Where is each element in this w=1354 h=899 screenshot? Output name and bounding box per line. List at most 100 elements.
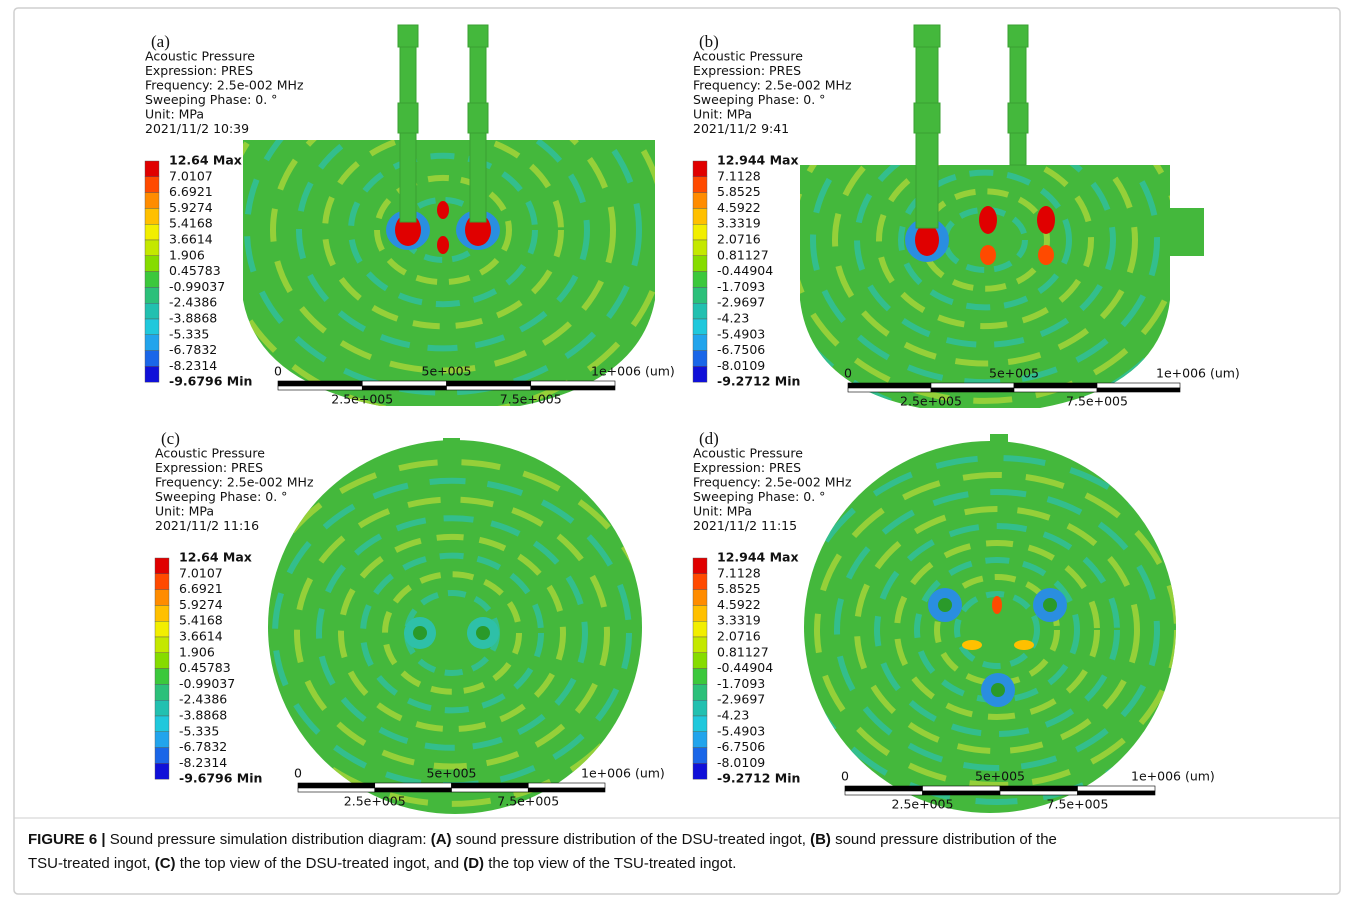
header-line: Unit: MPa (155, 504, 214, 519)
legend-swatch (155, 621, 169, 637)
header-line: Frequency: 2.5e-002 MHz (693, 78, 852, 93)
scale-bar-bottom (528, 788, 605, 792)
legend-value: 3.6614 (179, 629, 223, 644)
header-line: 2021/11/2 9:41 (693, 121, 789, 136)
legend-value: 4.5922 (717, 200, 761, 215)
legend-swatch (693, 287, 707, 303)
scale-label: 1e+006 (um) (1131, 769, 1215, 784)
legend-swatch (693, 208, 707, 224)
header-line: Sweeping Phase: 0. ° (693, 489, 825, 504)
legend-value: -9.2712 Min (717, 374, 800, 389)
legend-swatch (693, 700, 707, 716)
legend-swatch (693, 732, 707, 748)
legend-swatch (693, 303, 707, 319)
legend-swatch (693, 224, 707, 240)
legend-value: 7.1128 (717, 565, 761, 580)
legend-swatch (693, 351, 707, 367)
legend-value: -5.335 (179, 723, 219, 738)
legend-value: -3.8868 (179, 708, 227, 723)
header-line: Unit: MPa (693, 504, 752, 519)
legend-swatch (155, 684, 169, 700)
pressure-spot (1014, 640, 1034, 650)
legend-swatch (155, 574, 169, 590)
header-line: 2021/11/2 11:16 (155, 518, 259, 533)
legend-swatch (693, 763, 707, 779)
legend-swatch (693, 716, 707, 732)
legend-value: 7.1128 (717, 168, 761, 183)
scale-bar-bottom (1000, 791, 1078, 795)
legend-value: 3.6614 (169, 232, 213, 247)
pressure-spot (991, 683, 1005, 697)
caption-text: (C) (155, 855, 176, 872)
rod-joint (398, 103, 418, 133)
legend-value: 5.4168 (179, 613, 223, 628)
legend-value: 0.45783 (169, 263, 221, 278)
pressure-spot (992, 596, 1002, 614)
caption-text: (A) (431, 831, 452, 848)
legend-swatch (693, 653, 707, 669)
header-line: Sweeping Phase: 0. ° (145, 92, 277, 107)
header-line: Frequency: 2.5e-002 MHz (155, 475, 314, 490)
header-line: Expression: PRES (155, 460, 263, 475)
caption-text: (B) (810, 831, 831, 848)
header-line: Acoustic Pressure (693, 49, 803, 64)
caption-text: sound pressure distribution of the DSU-t… (452, 831, 811, 848)
scale-label: 0 (844, 366, 852, 381)
scale-bar-bottom (1014, 388, 1097, 392)
scale-bar-top (528, 783, 605, 788)
legend-value: -9.2712 Min (717, 771, 800, 786)
legend-swatch (693, 621, 707, 637)
legend-value: 5.9274 (179, 597, 223, 612)
scale-bar-bottom (848, 388, 931, 392)
legend-value: 5.8525 (717, 581, 761, 596)
legend-swatch (693, 272, 707, 288)
rod-joint (468, 103, 488, 133)
caption-text: the top view of the DSU-treated ingot, a… (176, 855, 464, 872)
legend-value: -0.44904 (717, 660, 773, 675)
pressure-spot (938, 598, 952, 612)
legend-swatch (693, 177, 707, 193)
scale-bar-top (298, 783, 375, 788)
legend-swatch (155, 669, 169, 685)
legend-swatch (155, 590, 169, 606)
legend-value: 12.944 Max (717, 153, 799, 168)
scale-bar-bottom (923, 791, 1001, 795)
legend-value: -6.7832 (169, 342, 217, 357)
legend-value: -4.23 (717, 311, 749, 326)
legend-value: -8.0109 (717, 755, 765, 770)
pressure-spot (980, 245, 996, 265)
scale-bar-bottom (531, 386, 615, 390)
scale-label: 2.5e+005 (892, 797, 954, 812)
header-line: 2021/11/2 10:39 (145, 121, 249, 136)
legend-value: -2.4386 (179, 692, 227, 707)
pressure-spot (915, 224, 939, 256)
rod-tip (1008, 25, 1028, 47)
rod-tip (914, 25, 940, 47)
scale-label: 1e+006 (um) (591, 364, 675, 379)
legend-swatch (155, 605, 169, 621)
legend-value: 0.81127 (717, 644, 769, 659)
legend-swatch (145, 193, 159, 209)
header-line: Unit: MPa (145, 107, 204, 122)
legend-value: 1.906 (179, 644, 215, 659)
legend-swatch (145, 303, 159, 319)
legend-value: -9.6796 Min (179, 771, 262, 786)
legend-value: 4.5922 (717, 597, 761, 612)
legend-value: -5.335 (169, 326, 209, 341)
scale-bar-top (362, 381, 446, 386)
scale-bar-bottom (278, 386, 362, 390)
legend-value: 12.64 Max (179, 550, 252, 565)
scale-label: 5e+005 (975, 769, 1025, 784)
legend-value: -5.4903 (717, 326, 765, 341)
scale-bar-top (1000, 786, 1078, 791)
legend-swatch (145, 351, 159, 367)
legend-swatch (155, 732, 169, 748)
scale-bar-top (452, 783, 529, 788)
scale-bar-bottom (298, 788, 375, 792)
legend-swatch (155, 637, 169, 653)
pressure-spot (413, 626, 427, 640)
scale-label: 1e+006 (um) (581, 766, 665, 781)
scale-bar-bottom (1078, 791, 1156, 795)
legend-value: -5.4903 (717, 723, 765, 738)
header-line: Frequency: 2.5e-002 MHz (693, 475, 852, 490)
